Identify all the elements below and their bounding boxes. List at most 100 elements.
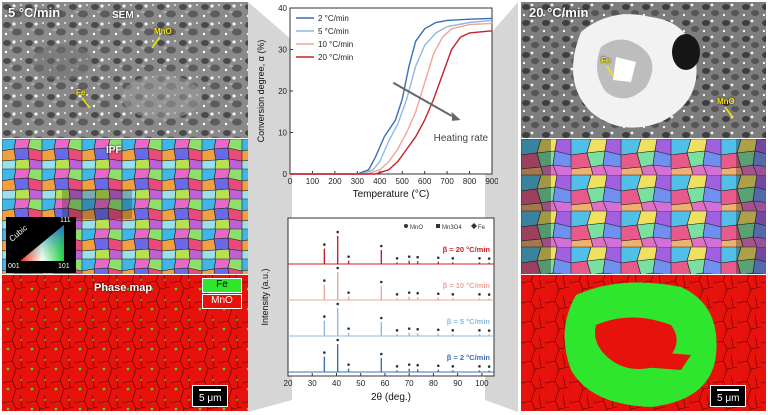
xrd-peak-marker-1-9 bbox=[478, 293, 481, 296]
y-tick-label-top: 20 bbox=[278, 87, 287, 96]
callout-arrows-left bbox=[81, 36, 161, 109]
callout-mno-right: MnO bbox=[717, 97, 735, 106]
x-tick-label-bottom: 30 bbox=[308, 379, 317, 388]
x-tick-label-top: 900 bbox=[485, 177, 498, 186]
left-rate-label: 5 °C/min bbox=[8, 5, 61, 20]
xrd-peak-marker-2-10 bbox=[487, 329, 491, 332]
xrd-peak-marker-0-9 bbox=[478, 257, 481, 260]
xrd-peak-marker-2-0 bbox=[323, 315, 326, 318]
sem-label: SEM bbox=[112, 10, 134, 21]
ipf-map-right bbox=[521, 139, 766, 274]
legend-marker-mno bbox=[404, 224, 408, 228]
x-tick-label-top: 0 bbox=[288, 177, 293, 186]
series-line-2 bbox=[290, 22, 493, 175]
xrd-chart: 20 30 40 50 60 70 80 90 100 2θ (deg.) Intensity (a… bbox=[260, 217, 495, 403]
x-tick-label-bottom: 50 bbox=[356, 379, 365, 388]
ipf-corner-101: 101 bbox=[58, 263, 70, 270]
xrd-peak-marker-1-2 bbox=[347, 291, 350, 294]
x-tick-label-top: 600 bbox=[418, 177, 432, 186]
xrd-peak-marker-2-4 bbox=[395, 329, 399, 332]
callout-fe-right: Fe bbox=[601, 56, 611, 65]
plot-area-top bbox=[289, 7, 493, 175]
xrd-peak-marker-0-10 bbox=[487, 257, 491, 260]
xrd-peak-marker-2-6 bbox=[416, 327, 419, 331]
xrd-peak-marker-2-8 bbox=[451, 329, 455, 332]
x-tick-label-bottom: 100 bbox=[475, 379, 489, 388]
x-tick-label-bottom: 20 bbox=[284, 379, 293, 388]
conversion-chart: 0 100 200 300 400 500 600 700 800 900 0 10 20 30 40 Tem… bbox=[256, 4, 498, 200]
xrd-peak-marker-1-0 bbox=[323, 279, 326, 282]
xrd-peak-marker-1-10 bbox=[487, 293, 491, 296]
y-tick-label-top: 40 bbox=[278, 4, 287, 13]
xrd-peak-marker-3-8 bbox=[451, 365, 455, 368]
heating-rate-arrow bbox=[392, 81, 453, 117]
series-line-3 bbox=[290, 30, 493, 175]
left-phase-panel: Phase map Fe MnO 5 μm bbox=[2, 275, 248, 411]
left-sem-panel: 5 °C/min SEM MnO Fe bbox=[2, 2, 248, 138]
legend-label-xrd-0: MnO bbox=[410, 225, 423, 231]
xrd-peak-marker-0-3 bbox=[380, 244, 383, 248]
xrd-peak-marker-1-1 bbox=[336, 266, 339, 270]
legend-fe-swatch: Fe bbox=[202, 278, 242, 293]
ipf-corner-001: 001 bbox=[8, 263, 20, 270]
xrd-peak-marker-0-2 bbox=[347, 255, 350, 258]
xrd-peak-marker-2-7 bbox=[436, 328, 440, 332]
xrd-series-label-0: β = 20 °C/min bbox=[443, 245, 491, 254]
x-tick-label-top: 500 bbox=[396, 177, 410, 186]
xrd-peak-marker-0-7 bbox=[436, 256, 440, 260]
legend-label-3: 20 °C/min bbox=[318, 53, 353, 62]
xrd-peak-marker-0-4 bbox=[395, 257, 399, 260]
y-tick-label-top: 10 bbox=[278, 129, 287, 138]
scale-bar-right-label: 5 μm bbox=[717, 393, 740, 404]
legend-marker-mn3o4 bbox=[436, 224, 440, 228]
x-tick-label-top: 700 bbox=[440, 177, 454, 186]
y-tick-label-top: 30 bbox=[278, 46, 287, 55]
sem-micrograph-right bbox=[521, 2, 766, 138]
legend-label-1: 5 °C/min bbox=[318, 27, 349, 36]
xrd-peak-marker-2-2 bbox=[347, 327, 350, 330]
y-axis-label-bottom: Intensity (a.u.) bbox=[260, 268, 270, 325]
right-rate-label: 20 °C/min bbox=[529, 5, 589, 20]
xrd-peak-marker-3-6 bbox=[416, 363, 419, 367]
xrd-peak-marker-0-8 bbox=[451, 257, 455, 260]
xrd-peak-marker-3-3 bbox=[380, 352, 383, 356]
x-axis-label-top: Temperature (°C) bbox=[353, 189, 430, 200]
callout-mno-left: MnO bbox=[154, 27, 172, 36]
ipf-label: IPF bbox=[106, 145, 122, 156]
legend-marker-fe bbox=[471, 223, 477, 229]
xrd-peak-marker-0-6 bbox=[416, 255, 419, 259]
xrd-series-label-1: β = 10 °C/min bbox=[443, 281, 491, 290]
xrd-series-label-2: β = 5 °C/min bbox=[447, 317, 491, 326]
xrd-peak-marker-2-9 bbox=[478, 329, 481, 332]
plot-area-bottom bbox=[287, 217, 495, 377]
xrd-peak-marker-2-3 bbox=[380, 316, 383, 320]
x-tick-label-top: 400 bbox=[373, 177, 387, 186]
right-ipf-panel bbox=[521, 139, 766, 274]
heating-rate-arrowhead bbox=[451, 111, 461, 121]
x-axis-label-bottom: 2θ (deg.) bbox=[371, 392, 411, 403]
heating-rate-annotation: Heating rate bbox=[434, 133, 489, 144]
scale-bar-left-label: 5 μm bbox=[199, 393, 222, 404]
left-ipf-panel: IPF Cubic 111 001 101 bbox=[2, 139, 248, 274]
xrd-peak-marker-2-5 bbox=[407, 327, 411, 330]
x-tick-label-bottom: 70 bbox=[405, 379, 414, 388]
xrd-peak-marker-0-1 bbox=[336, 230, 339, 234]
x-tick-label-bottom: 40 bbox=[332, 379, 341, 388]
legend-label-xrd-2: Fe bbox=[478, 225, 486, 231]
xrd-peak-marker-3-2 bbox=[347, 363, 350, 366]
xrd-peak-marker-1-4 bbox=[395, 293, 399, 296]
scale-bar-left: 5 μm bbox=[192, 385, 229, 407]
legend-label-2: 10 °C/min bbox=[318, 40, 353, 49]
ipf-corner-111: 111 bbox=[60, 217, 71, 224]
x-tick-label-top: 100 bbox=[306, 177, 320, 186]
x-tick-label-bottom: 90 bbox=[453, 379, 462, 388]
xrd-peak-marker-3-0 bbox=[323, 351, 326, 354]
ipf-color-key: Cubic 111 001 101 bbox=[6, 217, 76, 273]
x-tick-label-top: 300 bbox=[351, 177, 365, 186]
series-line-0 bbox=[290, 17, 493, 175]
xrd-peak-marker-3-10 bbox=[487, 365, 491, 368]
xrd-peak-marker-3-4 bbox=[395, 365, 399, 368]
x-tick-label-top: 800 bbox=[463, 177, 477, 186]
xrd-peak-marker-1-5 bbox=[407, 291, 411, 294]
